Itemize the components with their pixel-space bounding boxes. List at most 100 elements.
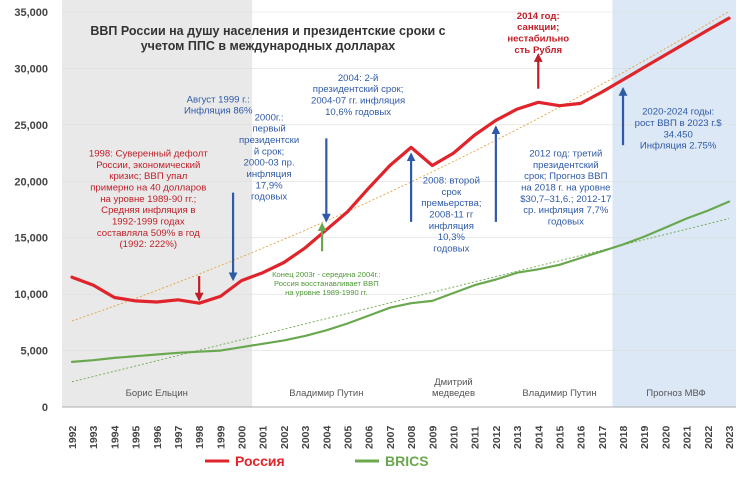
annotation: Конец 2003г - середина 2004г.: Россия вос… <box>272 270 380 297</box>
annotation-line: 1992-1999 годах <box>112 216 185 227</box>
x-tick-label: 2009 <box>427 425 439 449</box>
annotation-line: годовых <box>433 244 469 255</box>
period-label-line: медведев <box>432 388 475 399</box>
annotation-line: инфляция <box>247 169 292 180</box>
annotation-line: годовых <box>251 192 287 203</box>
annotation-line: Конец 2003г - середина 2004г.: <box>272 270 380 279</box>
x-tick-label: 1998 <box>194 425 206 449</box>
x-tick-label: 2013 <box>512 425 524 449</box>
legend-label: BRICS <box>385 453 429 469</box>
y-tick-label: 25,000 <box>14 120 48 132</box>
x-tick-label: 2012 <box>491 425 503 449</box>
x-tick-label: 2023 <box>724 425 736 449</box>
period-label: Владимир Путин <box>289 388 363 399</box>
annotation-line: Россия восстанавливает ВВП <box>274 279 379 288</box>
annotation-line: 2012 год: третий <box>529 148 602 159</box>
annotation-line: 2020-2024 годы: <box>642 107 714 118</box>
annotation: 2000г.: первый президентски й срок; 2000-03 … <box>239 112 299 202</box>
annotation-line: 10,6% годовых <box>325 107 391 118</box>
x-tick-label: 2007 <box>385 425 397 449</box>
brics-series-line <box>70 200 731 363</box>
annotation-line: России, экономический <box>96 160 200 171</box>
period-label-line: Дмитрий <box>434 377 473 388</box>
annotation-line: президентский <box>533 160 599 171</box>
annotation-line: Август 1999 г.: <box>187 94 250 105</box>
annotation: 2012 год: третий президентский срок; Прогн… <box>520 148 611 227</box>
annotation-line: нестабильно <box>507 33 569 44</box>
x-tick-label: 2008 <box>406 425 418 449</box>
annotation-line: й срок; <box>254 146 284 157</box>
period-label-line: Владимир Путин <box>522 388 596 399</box>
x-tick-label: 2010 <box>448 425 460 449</box>
annotation-line: 2014 год: <box>517 11 560 22</box>
annotation-line: санкции; <box>517 22 559 33</box>
x-tick-label: 2001 <box>258 425 270 449</box>
x-tick-label: 1994 <box>109 425 121 449</box>
shaded-region <box>62 0 253 407</box>
shaded-region <box>612 0 736 407</box>
x-tick-label: 2016 <box>576 425 588 449</box>
annotation-line: (1992: 222%) <box>119 239 177 250</box>
annotation-line: рост ВВП в 2023 г.$ <box>635 118 723 129</box>
annotation-line: срок <box>442 187 462 198</box>
x-tick-label: 1993 <box>88 425 100 449</box>
period-label: Владимир Путин <box>522 388 596 399</box>
annotation-line: 1998: Суверенный дефолт <box>89 148 208 159</box>
y-tick-label: 0 <box>42 402 48 414</box>
x-tick-label: 2005 <box>343 425 355 449</box>
annotation-line: 10,3% <box>438 232 466 243</box>
annotation-line: годовых <box>548 216 584 227</box>
annotation: Август 1999 г.: Инфляция 86% <box>184 94 253 116</box>
x-tick-label: 1996 <box>152 425 164 449</box>
annotation-line: $30,7–31,6.; 2012-17 <box>520 194 611 205</box>
annotation-line: премьерства; <box>421 198 481 209</box>
annotation-line: 17,9% <box>255 180 283 191</box>
annotation-line: президентски <box>239 135 299 146</box>
x-tick-label: 2006 <box>364 425 376 449</box>
annotation-line: на 2018 г. на уровне <box>521 182 610 193</box>
x-tick-label: 2022 <box>703 425 715 449</box>
annotation-line: 2000-03 пр. <box>244 158 295 169</box>
annotation-line: 2008: второй <box>423 176 480 187</box>
x-tick-label: 1995 <box>131 425 143 449</box>
annotation-line: составляла 509% в год <box>97 228 200 239</box>
period-label-line: Прогноз МВФ <box>646 388 705 399</box>
annotation-line: кризис; ВВП упал <box>109 171 187 182</box>
annotation: 2014 год: санкции; нестабильно сть Рубля <box>507 11 569 56</box>
annotation: 2004: 2-й президентский срок; 2004-07 гг. … <box>311 73 405 118</box>
annotation-line: инфляция <box>429 221 474 232</box>
y-tick-label: 5,000 <box>20 346 48 358</box>
annotation-line: Средняя инфляция в <box>101 205 195 216</box>
x-tick-label: 1992 <box>67 425 79 449</box>
period-label-line: Владимир Путин <box>289 388 363 399</box>
y-tick-label: 20,000 <box>14 176 48 188</box>
x-tick-label: 2011 <box>470 426 482 449</box>
annotation-line: 2004-07 гг. инфляция <box>311 95 405 106</box>
annotation-line: сть Рубля <box>514 45 562 56</box>
annotation-line: примерно на 40 долларов <box>90 182 206 193</box>
x-tick-label: 2017 <box>597 425 609 449</box>
annotation: 1998: Суверенный дефолт России, экономиче… <box>89 148 208 250</box>
annotation: 2008: второй срок премьерства; 2008-11 гг ин… <box>421 176 481 255</box>
x-tick-label: 2003 <box>300 425 312 449</box>
period-label: Прогноз МВФ <box>646 388 705 399</box>
x-tick-label: 1999 <box>215 425 227 449</box>
annotation-line: первый <box>252 124 285 135</box>
legend-label: Россия <box>235 453 285 469</box>
x-tick-label: 2015 <box>554 425 566 449</box>
period-label: Борис Ельцин <box>126 388 188 399</box>
annotation-line: на уровне 1989-1990 гг. <box>285 288 367 297</box>
annotation-line: на уровне 1989-90 гг.; <box>100 194 196 205</box>
annotation-line: Инфляция 86% <box>184 106 253 117</box>
annotation-line: ср. инфляция 7,7% <box>523 205 609 216</box>
annotation-line: 34.450 <box>663 129 692 140</box>
y-tick-label: 15,000 <box>14 233 48 245</box>
y-tick-label: 10,000 <box>14 289 48 301</box>
period-label: Дмитрий медведев <box>432 377 475 399</box>
annotation-line: Инфляция 2.75% <box>640 141 717 152</box>
annotation-line: 2000г.: <box>255 112 284 123</box>
annotation-line: срок; Прогноз ВВП <box>524 171 607 182</box>
annotation-line: президентский срок; <box>313 84 404 95</box>
annotation: 2020-2024 годы: рост ВВП в 2023 г.$ 34.450… <box>635 107 723 152</box>
